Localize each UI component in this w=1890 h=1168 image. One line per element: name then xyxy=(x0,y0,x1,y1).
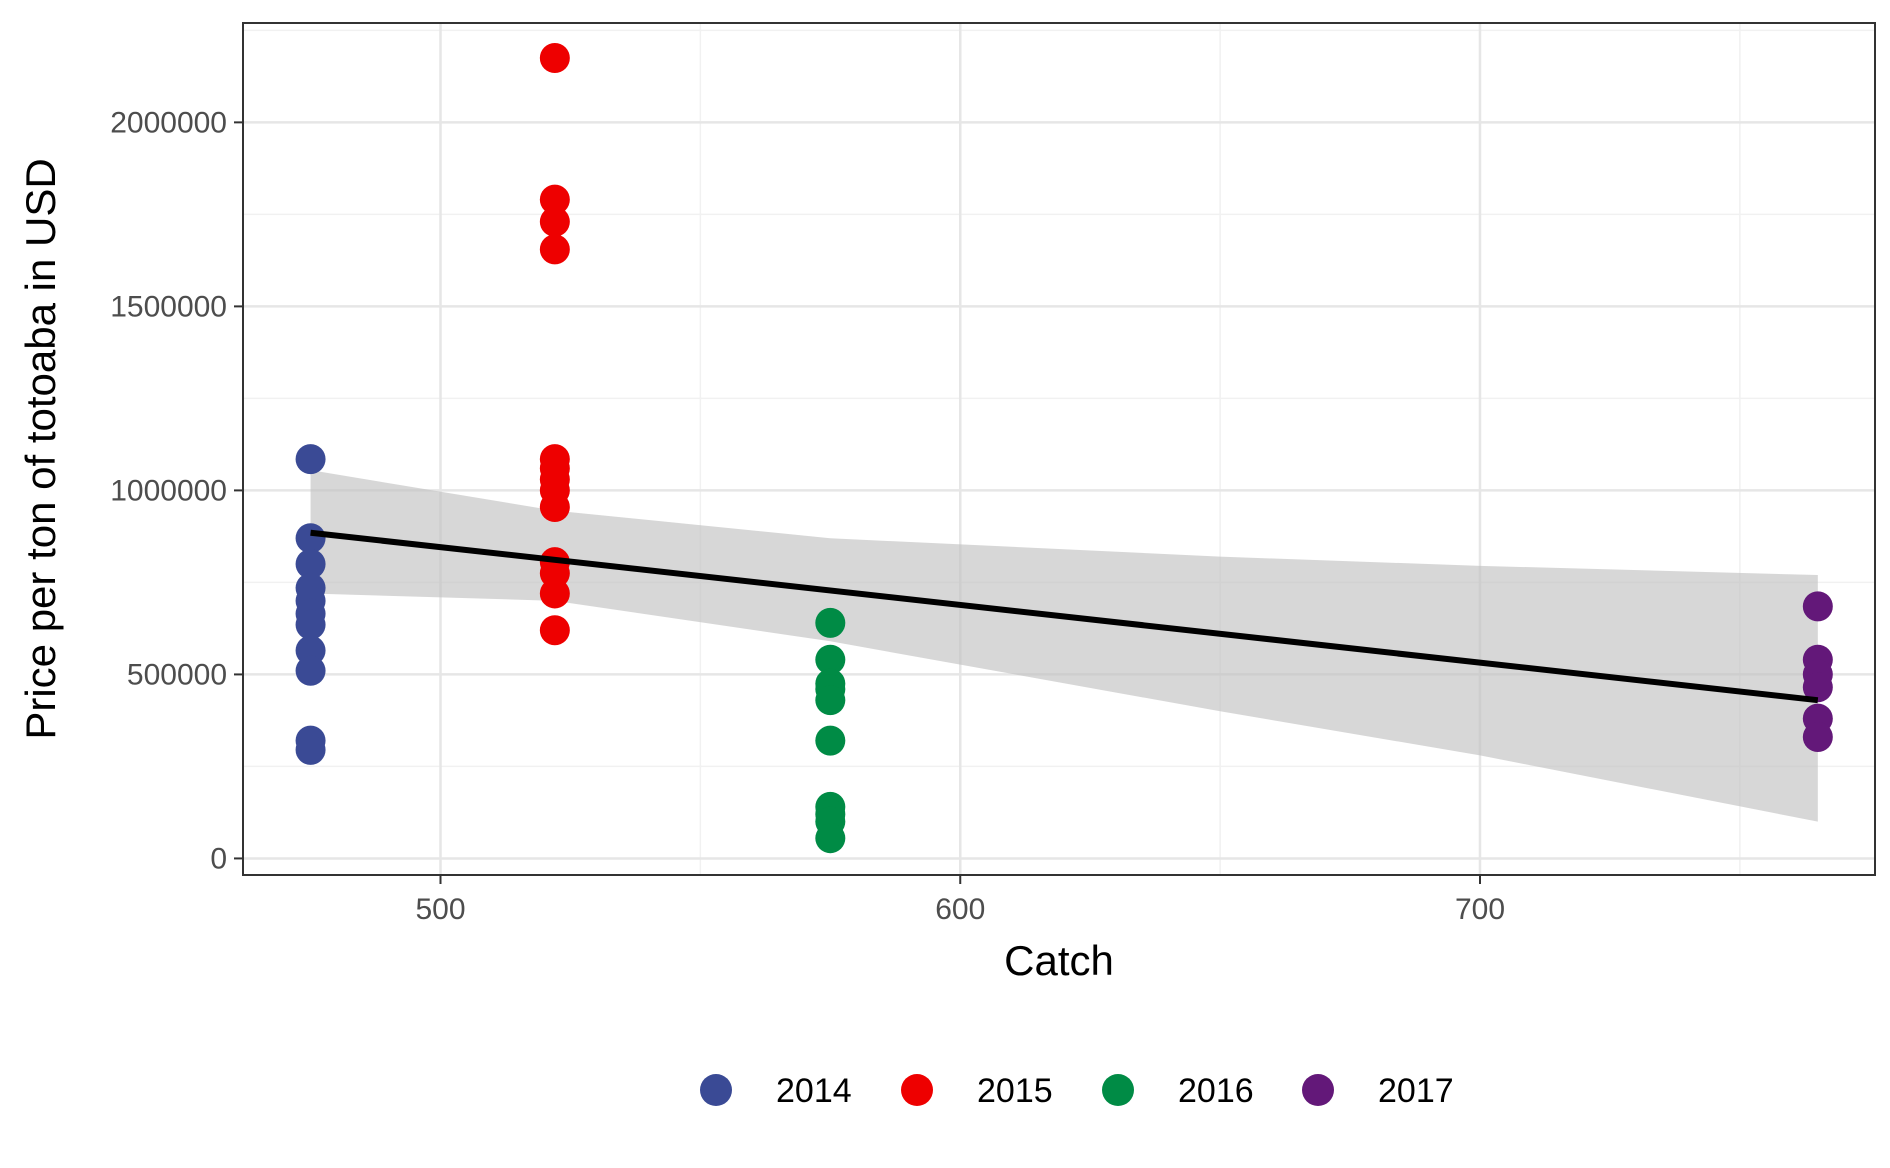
legend-label-2017: 2017 xyxy=(1378,1072,1454,1110)
points-layer xyxy=(295,42,1833,854)
data-point-2014 xyxy=(295,444,326,475)
legend-label-2014: 2014 xyxy=(776,1072,852,1110)
legend-item-2014: 2014 xyxy=(700,1072,852,1110)
data-point-2015 xyxy=(539,578,570,609)
data-point-2014 xyxy=(295,523,326,554)
data-point-2017 xyxy=(1802,591,1833,622)
x-tick-label: 700 xyxy=(1455,893,1505,926)
data-point-2016 xyxy=(815,644,846,675)
data-point-2015 xyxy=(539,42,570,73)
legend-key-2015 xyxy=(901,1074,933,1106)
data-point-2016 xyxy=(815,607,846,638)
x-tick-label: 500 xyxy=(415,893,465,926)
data-point-2015 xyxy=(539,184,570,215)
y-tick-label: 0 xyxy=(210,842,227,875)
confidence-band-layer xyxy=(310,470,1818,822)
data-point-2017 xyxy=(1802,672,1833,703)
data-point-2014 xyxy=(295,734,326,765)
legend-key-2014 xyxy=(700,1074,732,1106)
legend-key-2016 xyxy=(1102,1074,1134,1106)
data-point-2015 xyxy=(539,234,570,265)
data-point-2014 xyxy=(295,655,326,686)
legend-key-2017 xyxy=(1302,1074,1334,1106)
y-tick-label: 2000000 xyxy=(110,106,227,139)
legend-item-2016: 2016 xyxy=(1102,1072,1254,1110)
x-tick-label: 600 xyxy=(935,893,985,926)
data-point-2016 xyxy=(815,725,846,756)
data-point-2015 xyxy=(539,206,570,237)
y-tick-label: 1000000 xyxy=(110,474,227,507)
major-gridlines xyxy=(243,23,1875,875)
data-point-2015 xyxy=(539,615,570,646)
trend-line xyxy=(310,529,1819,704)
data-point-2014 xyxy=(295,549,326,580)
legend-item-2015: 2015 xyxy=(901,1072,1053,1110)
data-point-2016 xyxy=(815,685,846,716)
legend: 2014 2015 2016 2017 xyxy=(700,1072,1454,1110)
data-point-2017 xyxy=(1802,721,1833,752)
trend-line-layer xyxy=(310,529,1819,704)
y-tick-label: 1500000 xyxy=(110,290,227,323)
x-axis-title: Catch xyxy=(1004,937,1114,984)
x-axis-ticks: 500 600 700 xyxy=(415,875,1505,926)
legend-label-2015: 2015 xyxy=(977,1072,1053,1110)
legend-item-2017: 2017 xyxy=(1302,1072,1454,1110)
legend-label-2016: 2016 xyxy=(1178,1072,1254,1110)
data-point-2016 xyxy=(815,823,846,854)
data-point-2014 xyxy=(295,609,326,640)
y-axis-title: Price per ton of totoaba in USD xyxy=(17,158,64,739)
confidence-band xyxy=(310,470,1818,822)
data-point-2015 xyxy=(539,491,570,522)
y-tick-label: 500000 xyxy=(127,658,227,691)
y-axis-ticks: 0 500000 1000000 1500000 2000000 xyxy=(110,106,243,875)
plot-border xyxy=(242,22,1876,876)
